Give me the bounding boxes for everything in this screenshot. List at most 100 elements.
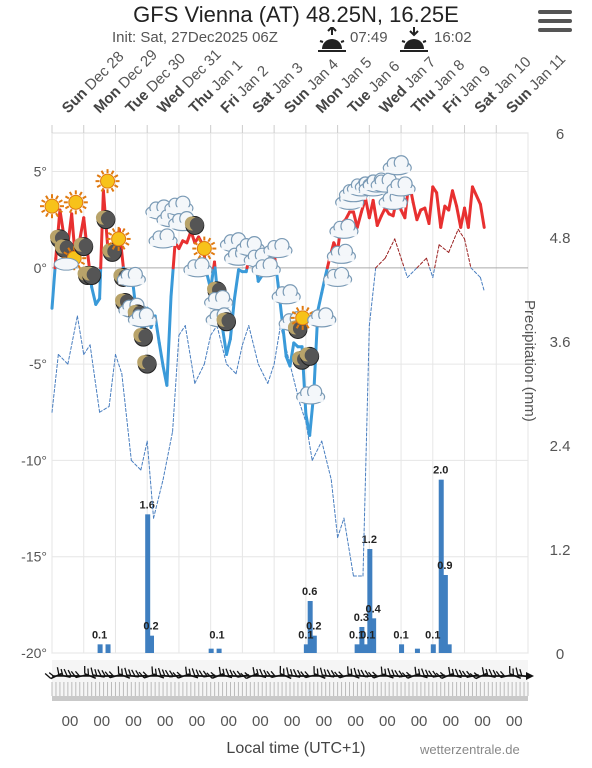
sunset-icon: [400, 27, 428, 52]
sun-ray: [193, 251, 198, 256]
barb-shaft: [500, 673, 513, 679]
barb-flag: [56, 667, 60, 675]
sun-ray: [210, 241, 216, 246]
barb-flag: [326, 669, 332, 677]
barb-flag: [286, 667, 289, 675]
barb-flag: [87, 668, 90, 676]
barb-flag: [232, 670, 238, 678]
wind-barb: [266, 670, 284, 679]
sun-ray: [64, 195, 70, 200]
barb-shaft: [279, 672, 292, 680]
barb-shaft: [271, 673, 284, 679]
sun-ray: [63, 251, 68, 256]
cloud-base: [388, 187, 415, 194]
barb-shaft: [305, 673, 318, 679]
precip-value-label: 0.9: [437, 560, 452, 572]
precip-value-label: 0.1: [349, 629, 364, 641]
line-segment: [178, 325, 186, 336]
barb-flag: [169, 670, 174, 677]
time-ticks: 00 00 00 00 00 00 00 00 00 00 00 00 00 00 00: [62, 713, 523, 730]
sun-icon: [192, 236, 217, 261]
precip-bar: [371, 618, 377, 653]
precip-bar: [430, 644, 436, 653]
line-segment: [257, 363, 269, 384]
barb-flag: [218, 666, 222, 675]
sun-ray: [77, 264, 82, 270]
sun-ray: [67, 247, 72, 252]
line-segment: [216, 325, 228, 365]
wind-barb: [63, 668, 80, 677]
barb-shaft: [381, 673, 394, 679]
line-segment: [232, 268, 241, 301]
time-tick-label: 00: [284, 713, 301, 730]
precip-value-label: 0.3: [354, 612, 369, 624]
wind-barb: [185, 666, 199, 679]
barb-shaft: [313, 673, 326, 679]
wind-barb: [70, 670, 88, 679]
barb-flag: [244, 672, 251, 678]
time-tick-label: 00: [252, 713, 269, 730]
temperature-line: [50, 179, 486, 437]
barb-flag: [499, 670, 506, 677]
cloud-base: [384, 166, 411, 173]
barb-flag: [364, 670, 370, 677]
line-segment: [146, 440, 155, 519]
barb-flag: [372, 671, 378, 678]
barb-flag: [63, 668, 68, 677]
barb-flag: [117, 666, 120, 674]
barb-flag: [84, 666, 86, 674]
precip-bar: [414, 648, 420, 653]
barb-flag: [512, 668, 515, 676]
wind-barbs: [44, 660, 534, 701]
time-tick-label: 00: [157, 713, 174, 730]
init-time: Init: Sat, 27Dec2025 06Z: [112, 29, 278, 46]
barb-shaft: [364, 674, 377, 678]
sun-ray: [68, 191, 73, 196]
hamburger-menu-icon[interactable]: [538, 10, 572, 36]
line-segment: [316, 291, 324, 312]
cloud-base: [150, 239, 177, 246]
cloud-icon: [323, 266, 353, 288]
sun-ray: [295, 306, 300, 312]
barb-flag: [398, 670, 404, 677]
line-segment: [464, 238, 472, 269]
precip-bar: [307, 601, 313, 653]
sun-disc: [111, 231, 127, 247]
precip-value-label: 0.1: [425, 629, 440, 641]
moon-icon: [133, 327, 153, 347]
precip-value-label: 0.1: [298, 629, 313, 641]
precip-bar: [145, 514, 151, 653]
line-segment: [171, 241, 177, 270]
barb-flag: [289, 668, 293, 676]
precip-bar: [363, 644, 369, 653]
barb-flag: [509, 666, 511, 674]
barb-flag: [432, 670, 438, 677]
barb-flag: [142, 671, 149, 678]
barb-flag: [138, 671, 145, 679]
barb-flag: [421, 668, 425, 676]
barb-flag: [121, 668, 124, 676]
wind-barb: [360, 669, 377, 678]
barb-flag: [313, 666, 315, 674]
barb-flag: [172, 672, 179, 679]
barb-flag: [270, 670, 276, 677]
precip-value-label: 0.1: [393, 629, 408, 641]
line-segment: [83, 344, 91, 355]
precipitation-bars: 0.11.60.20.1 0.10.60.20.10.31.20.40.1 0.1 0…: [92, 465, 453, 653]
sun-ray: [305, 306, 310, 312]
sun-ray: [111, 245, 116, 250]
cloud-base: [184, 268, 211, 275]
wind-barb: [97, 669, 114, 678]
wind-barb: [509, 666, 522, 680]
y-right-tick-label: 0: [556, 646, 564, 663]
cloud-base: [253, 268, 280, 275]
sun-ray: [121, 228, 126, 233]
line-segment: [406, 267, 418, 278]
cloud-icon: [263, 237, 293, 259]
sun-ray: [125, 242, 130, 246]
cloud-icon: [307, 307, 337, 328]
sun-ray: [41, 199, 46, 204]
sunrise-icon: [318, 27, 346, 52]
sun-ray: [78, 191, 83, 196]
line-segment: [450, 189, 459, 208]
